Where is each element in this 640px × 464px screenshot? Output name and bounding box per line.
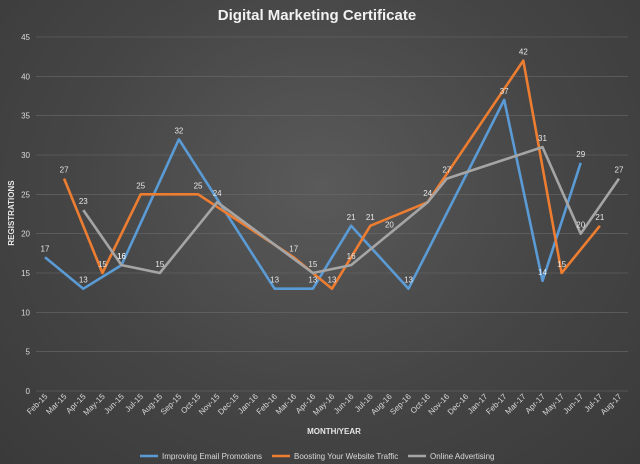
data-label: 37 [500, 87, 509, 96]
data-label: 17 [41, 244, 50, 253]
legend: Improving Email Promotions Boosting Your … [140, 452, 494, 461]
chart-title: Digital Marketing Certificate [218, 7, 416, 24]
data-label: 21 [347, 213, 356, 222]
data-label: 27 [615, 166, 624, 175]
x-tick-label: Sep-16 [388, 392, 413, 417]
legend-label: Improving Email Promotions [162, 452, 262, 461]
data-label: 20 [576, 221, 585, 230]
data-label: 13 [79, 276, 88, 285]
y-tick-label: 35 [21, 112, 30, 121]
data-label: 32 [174, 126, 183, 135]
data-label: 13 [270, 276, 279, 285]
y-tick-label: 5 [26, 348, 31, 357]
data-labels: 17 13 16 32 13 13 21 13 37 14 29 27 15 25 25 17 13 21 42 15… [41, 48, 624, 285]
data-label: 15 [155, 260, 164, 269]
data-label: 29 [576, 150, 585, 159]
x-tick-label: Aug-17 [599, 392, 624, 417]
data-label: 21 [366, 213, 375, 222]
data-label: 16 [117, 252, 126, 261]
data-label: 15 [308, 260, 317, 269]
y-tick-label: 20 [21, 230, 30, 239]
y-tick-label: 30 [21, 151, 30, 160]
data-label: 21 [595, 213, 604, 222]
data-label: 17 [289, 244, 298, 253]
data-label: 23 [79, 197, 88, 206]
data-label: 15 [98, 260, 107, 269]
x-tick-label: Sep-15 [159, 392, 184, 417]
data-label: 13 [308, 276, 317, 285]
x-tick-label: Dec-15 [216, 392, 241, 417]
data-label: 24 [213, 189, 222, 198]
x-tick-label: Mar-15 [44, 392, 69, 417]
data-label: 16 [117, 252, 126, 261]
x-tick-label: May-15 [82, 392, 108, 418]
x-tick-label: May-16 [311, 392, 337, 418]
data-label: 25 [194, 181, 203, 190]
series-line [62, 59, 601, 291]
data-label: 27 [442, 166, 451, 175]
data-label: 13 [404, 276, 413, 285]
x-tick-label: Mar-16 [274, 392, 299, 417]
data-label: 13 [328, 276, 337, 285]
y-tick-label: 40 [21, 72, 30, 81]
x-tick-label: Jun-17 [561, 392, 585, 416]
data-label: 24 [423, 189, 432, 198]
y-tick-label: 45 [21, 33, 30, 42]
data-label: 27 [60, 166, 69, 175]
x-tick-label: Dec-16 [446, 392, 471, 417]
y-tick-label: 15 [21, 269, 30, 278]
data-label: 25 [136, 181, 145, 190]
x-axis-ticks: Feb-15Mar-15Apr-15May-15Jun-15Jul-15Aug-… [25, 392, 624, 418]
grid [36, 36, 628, 392]
series-lines [44, 59, 621, 291]
y-tick-label: 25 [21, 190, 30, 199]
series-line [82, 145, 621, 275]
data-label: 14 [538, 268, 547, 277]
data-label: 15 [557, 260, 566, 269]
x-tick-label: Mar-17 [503, 392, 528, 417]
legend-label: Boosting Your Website Traffic [294, 452, 398, 461]
y-axis-title: REGISTRATIONS [7, 180, 16, 246]
data-label: 31 [538, 134, 547, 143]
x-tick-label: May-17 [541, 392, 567, 418]
y-tick-label: 0 [26, 387, 31, 396]
x-axis-title: MONTH/YEAR [307, 427, 361, 436]
x-tick-label: Jun-16 [332, 392, 356, 416]
legend-label: Online Advertising [430, 452, 494, 461]
y-tick-label: 10 [21, 308, 30, 317]
data-label: 20 [385, 221, 394, 230]
y-axis-ticks: 0 5 10 15 20 25 30 35 40 45 [21, 33, 30, 396]
data-label: 16 [347, 252, 356, 261]
data-label: 42 [519, 48, 528, 57]
series-line [44, 98, 582, 291]
x-tick-label: Jun-15 [102, 392, 126, 416]
